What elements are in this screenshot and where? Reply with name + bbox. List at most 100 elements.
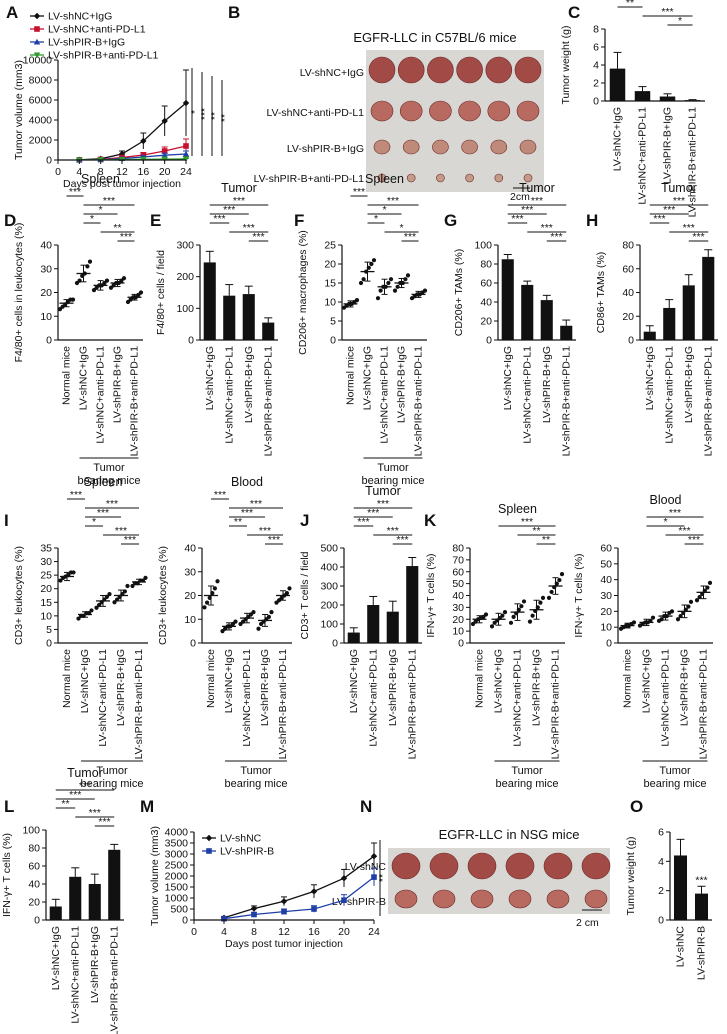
x-tick-label: 8 xyxy=(251,926,257,938)
data-point xyxy=(675,617,681,622)
data-point xyxy=(422,288,428,293)
tumor-specimen xyxy=(432,139,449,155)
group-label: Tumor xyxy=(377,462,409,474)
y-tick-label: 40 xyxy=(452,590,464,602)
category-label: LV-shNC+IgG xyxy=(641,649,653,713)
series-marker xyxy=(340,875,348,882)
y-tick-label: 4 xyxy=(658,856,664,868)
tumor-row-group xyxy=(368,56,542,183)
significance-label: *** xyxy=(669,507,681,519)
data-point xyxy=(540,595,546,600)
bar xyxy=(49,906,62,920)
data-point xyxy=(256,626,261,631)
significance-label: ** xyxy=(113,222,121,234)
y-tick-label: 200 xyxy=(320,600,338,612)
panel-label-a: A xyxy=(6,3,18,22)
y-tick-label: 500 xyxy=(170,904,188,916)
tumor-specimen xyxy=(523,173,533,183)
x-tick-label: 20 xyxy=(159,166,171,178)
series-marker xyxy=(182,150,190,157)
category-label: LV-shNC+IgG xyxy=(348,649,360,713)
y-axis-label: F4/80+ cells in leukocytes (%) xyxy=(13,223,25,363)
photo-row-label: LV-shNC+IgG xyxy=(300,67,364,79)
data-point xyxy=(508,620,514,625)
panel-label-c: C xyxy=(568,3,580,22)
series-marker xyxy=(251,911,257,918)
significance-label: *** xyxy=(404,231,416,243)
significance-label: *** xyxy=(213,213,225,225)
bar xyxy=(663,307,676,340)
significance-label: ** xyxy=(532,525,540,537)
bar xyxy=(347,632,360,643)
data-point xyxy=(369,261,374,267)
tumor-specimen xyxy=(485,56,513,84)
significance-label: *** xyxy=(661,6,673,18)
bar xyxy=(540,300,553,340)
data-point xyxy=(107,592,112,597)
data-point xyxy=(697,594,702,600)
significance-label: *** xyxy=(69,186,81,198)
y-tick-label: 6 xyxy=(658,827,664,839)
category-label: LV-shNC+anti-PD-L1 xyxy=(367,649,379,747)
x-tick-label: 24 xyxy=(368,926,380,938)
significance-label: *** xyxy=(688,534,700,546)
significance-label: *** xyxy=(259,525,271,537)
y-tick-label: 300 xyxy=(176,240,194,252)
data-point xyxy=(71,570,76,575)
significance-label: *** xyxy=(396,534,408,546)
chart-title: Blood xyxy=(650,493,682,507)
data-point xyxy=(112,600,117,605)
series-marker xyxy=(140,137,147,145)
tumor-specimen xyxy=(461,139,478,155)
y-tick-label: 10 xyxy=(324,297,336,309)
tumor-specimen xyxy=(467,852,497,880)
significance-label: *** xyxy=(70,489,82,501)
tumor-specimen xyxy=(505,852,535,880)
category-label: LV-shPIR-B+anti-PD-L1 xyxy=(262,346,274,457)
category-label: LV-shPIR-B+IgG xyxy=(541,346,553,423)
data-point xyxy=(694,598,700,603)
y-axis-label: IFN-γ+ T cells (%) xyxy=(573,553,585,637)
group-label: Tumor xyxy=(96,765,128,777)
bar xyxy=(386,611,399,643)
y-axis-label: IFN-γ+ T cells (%) xyxy=(1,833,13,917)
tumor-specimen xyxy=(584,889,608,909)
x-tick-label: 16 xyxy=(137,166,149,178)
significance-label: *** xyxy=(250,498,262,510)
category-label: Normal mice xyxy=(622,649,634,708)
y-tick-label: 8000 xyxy=(29,75,53,87)
series-line xyxy=(79,102,187,161)
bar-chart-l: 0 20 40 60 80 100 IFN-γ+ T cells (%) LV-shNC+Ig… xyxy=(1,766,124,1034)
data-point xyxy=(557,577,562,583)
bar-chart-g: 0 20 40 60 80 100 CD206+ TAMs (%) LV-shNC+IgG LV… xyxy=(453,181,576,456)
data-point xyxy=(489,624,495,629)
bar xyxy=(367,605,380,643)
series-marker xyxy=(250,905,258,912)
category-label: LV-shNC+anti-PD-L1 xyxy=(379,346,391,444)
y-tick-label: 0 xyxy=(46,155,52,167)
category-label: Normal mice xyxy=(345,346,357,405)
tumor-specimen xyxy=(514,56,542,84)
data-point xyxy=(215,579,220,584)
category-label: LV-shNC+anti-PD-L1 xyxy=(95,346,107,444)
chart-title: Spleen xyxy=(81,172,120,186)
category-label: LV-shPIR-B+IgG xyxy=(387,649,399,726)
panel-label-e: E xyxy=(150,211,161,230)
scale-label: 2cm xyxy=(510,191,530,203)
data-point xyxy=(392,288,398,293)
bar xyxy=(262,322,275,340)
category-label: LV-shPIR-B+IgG xyxy=(115,649,127,726)
photo-title: EGFR-LLC in NSG mice xyxy=(439,827,580,842)
y-tick-label: 25 xyxy=(324,240,336,252)
y-tick-label: 20 xyxy=(40,583,52,595)
photo-row-label: LV-shNC+anti-PD-L1 xyxy=(266,107,364,119)
category-label: LV-shPIR-B+IgG xyxy=(683,346,695,423)
y-tick-label: 60 xyxy=(600,543,612,555)
tumor-specimen xyxy=(581,852,611,880)
scatter-chart-k2: 0 10 20 30 40 50 60 IFN-γ+ T cells (%) Normal mi… xyxy=(573,493,713,790)
y-tick-label: 4 xyxy=(593,60,599,72)
legend-label: LV-shPIR-B+IgG xyxy=(48,37,125,49)
y-tick-label: 80 xyxy=(28,843,40,855)
